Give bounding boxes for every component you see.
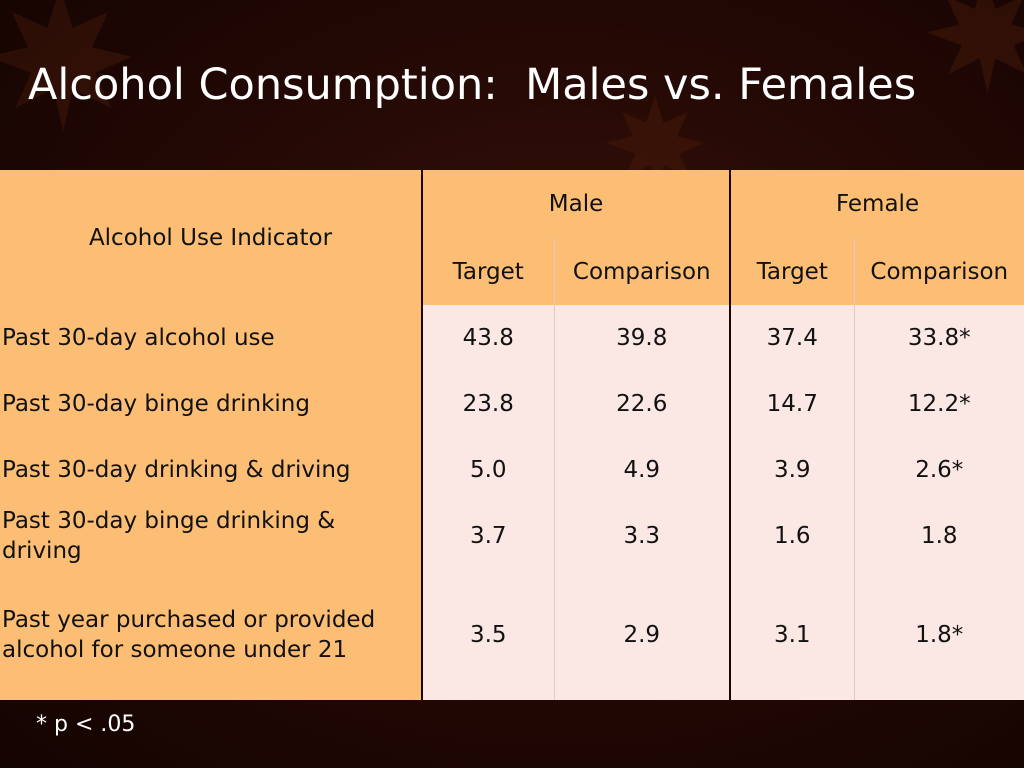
row-label: Past 30-day binge drinking [0,371,422,437]
table-cell: 3.7 [421,503,554,569]
table-cell: 33.8* [853,305,1024,371]
row-label: Past 30-day binge drinking & driving [0,503,422,569]
column-header-female-comparison: Comparison [853,238,1024,305]
column-group-male: Male [420,170,731,238]
column-header-male-comparison: Comparison [553,238,731,305]
table-cell: 3.5 [421,569,554,700]
table-cell: 1.8 [853,503,1024,569]
table-cell: 4.9 [553,437,731,503]
table-cell: 12.2* [853,371,1024,437]
table-row: Past 30-day alcohol use 43.8 39.8 37.4 3… [0,305,1024,371]
table-cell: 14.7 [729,371,855,437]
table-cell: 2.6* [853,437,1024,503]
column-group-female: Female [729,170,1024,238]
table-cell: 23.8 [421,371,554,437]
significance-footnote: * p < .05 [36,712,136,737]
table-row: Past year purchased or provided alcohol … [0,569,1024,700]
column-header-female-target: Target [729,238,855,305]
row-label: Past year purchased or provided alcohol … [0,569,422,700]
table-cell: 3.3 [553,503,731,569]
table-cell: 1.8* [853,569,1024,700]
column-header-male-target: Target [421,238,554,305]
row-header-label: Alcohol Use Indicator [0,170,422,305]
table-cell: 22.6 [553,371,731,437]
maple-leaf-icon [926,0,1024,94]
data-table: Alcohol Use Indicator Male Female Target… [0,170,1024,700]
row-label: Past 30-day alcohol use [0,305,422,371]
table-cell: 37.4 [729,305,855,371]
slide-title: Alcohol Consumption: Males vs. Females [28,60,917,110]
table-cell: 3.9 [729,437,855,503]
table-cell: 3.1 [729,569,855,700]
maple-leaf-icon [0,0,132,132]
table-row: Past 30-day binge drinking & driving 3.7… [0,503,1024,569]
table-cell: 2.9 [553,569,731,700]
table-cell: 43.8 [421,305,554,371]
table-cell: 1.6 [729,503,855,569]
table-cell: 39.8 [553,305,731,371]
row-label: Past 30-day drinking & driving [0,437,422,503]
maple-leaf-icon [605,95,705,195]
table-row: Past 30-day binge drinking 23.8 22.6 14.… [0,371,1024,437]
table-cell: 5.0 [421,437,554,503]
table-row: Past 30-day drinking & driving 5.0 4.9 3… [0,437,1024,503]
